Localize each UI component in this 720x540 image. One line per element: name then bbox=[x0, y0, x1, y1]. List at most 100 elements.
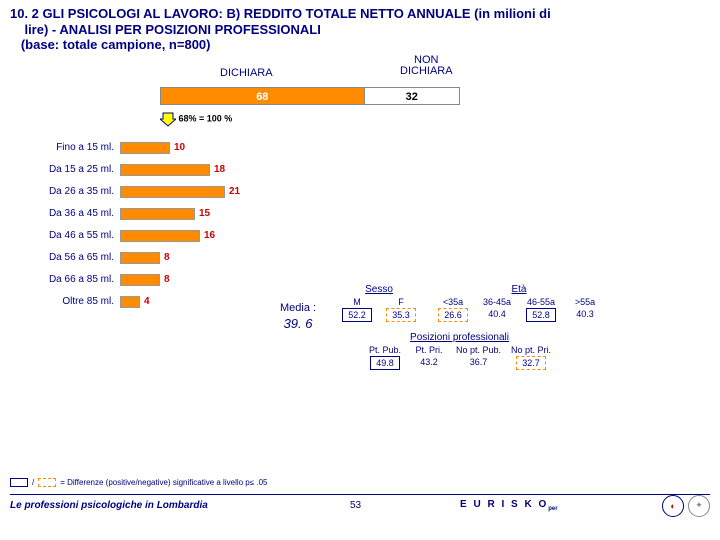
table-col: 46-55a52.8 bbox=[524, 297, 558, 322]
col-header: >55a bbox=[568, 297, 602, 307]
col-header: No pt. Pri. bbox=[511, 345, 551, 355]
table-header: Sesso bbox=[340, 284, 418, 295]
footer: Le professioni psicologiche in Lombardia… bbox=[10, 500, 710, 511]
stacked-label-non-dichiara: NON DICHIARA bbox=[400, 55, 453, 77]
table-col: No pt. Pub.36.7 bbox=[456, 345, 501, 370]
title-l2: lire) - ANALISI PER POSIZIONI PROFESSION… bbox=[24, 22, 320, 37]
stacked-seg-dichiara: 68 bbox=[161, 88, 364, 104]
col-value: 26.6 bbox=[438, 308, 468, 322]
income-bar-chart: Fino a 15 ml. 10 Da 15 a 25 ml. 18 Da 26 a 3… bbox=[10, 137, 260, 313]
bar-label: Oltre 85 ml. bbox=[10, 296, 120, 307]
bar bbox=[120, 142, 170, 154]
footer-rule bbox=[10, 494, 710, 495]
col-header: M bbox=[340, 297, 374, 307]
footer-logos: ◐ ✦ bbox=[662, 495, 710, 517]
col-header: 36-45a bbox=[480, 297, 514, 307]
title-l3: (base: totale campione, n=800) bbox=[21, 37, 211, 52]
col-value: 32.7 bbox=[516, 356, 546, 370]
significance-legend: / = Differenze (positive/negative) signi… bbox=[10, 478, 267, 487]
table-cols: <35a26.6 36-45a40.4 46-55a52.8 >55a40.3 bbox=[436, 297, 602, 322]
col-value: 43.2 bbox=[414, 356, 444, 368]
bar bbox=[120, 296, 140, 308]
bar-row: Fino a 15 ml. 10 bbox=[10, 137, 260, 159]
bar-row: Oltre 85 ml. 4 bbox=[10, 291, 260, 313]
table-col: M52.2 bbox=[340, 297, 374, 322]
bar bbox=[120, 230, 200, 242]
col-value: 36.7 bbox=[464, 356, 494, 368]
bar-label: Da 15 a 25 ml. bbox=[10, 164, 120, 175]
table-header: Posizioni professionali bbox=[368, 332, 551, 343]
bar-value: 18 bbox=[210, 164, 225, 175]
bar bbox=[120, 274, 160, 286]
bar-value: 21 bbox=[225, 186, 240, 197]
table-col: Pt. Pub.49.8 bbox=[368, 345, 402, 370]
bar bbox=[120, 186, 225, 198]
bar-label: Da 26 a 35 ml. bbox=[10, 186, 120, 197]
down-arrow-icon bbox=[160, 111, 176, 127]
bar bbox=[120, 208, 195, 220]
slide-title: 10. 2 GLI PSICOLOGI AL LAVORO: B) REDDIT… bbox=[0, 0, 720, 57]
bar-value: 16 bbox=[200, 230, 215, 241]
table-col: Pt. Pri.43.2 bbox=[412, 345, 446, 370]
stacked-label-dichiara: DICHIARA bbox=[220, 67, 273, 79]
title-l1: 10. 2 GLI PSICOLOGI AL LAVORO: B) REDDIT… bbox=[10, 6, 551, 21]
table-col: 36-45a40.4 bbox=[480, 297, 514, 322]
bar-value: 10 bbox=[170, 142, 185, 153]
bar-value: 4 bbox=[140, 296, 150, 307]
table-eta: Età <35a26.6 36-45a40.4 46-55a52.8 >55a40.3 bbox=[436, 284, 602, 322]
bar bbox=[120, 252, 160, 264]
bar-label: Da 66 a 85 ml. bbox=[10, 274, 120, 285]
media-box: Media : 39. 6 bbox=[280, 302, 316, 331]
bar-label: Fino a 15 ml. bbox=[10, 142, 120, 153]
col-header: 46-55a bbox=[524, 297, 558, 307]
footer-left: Le professioni psicologiche in Lombardia bbox=[10, 500, 208, 511]
bar-value: 15 bbox=[195, 208, 210, 219]
table-header: Età bbox=[436, 284, 602, 295]
bar-row: Da 56 a 65 ml. 8 bbox=[10, 247, 260, 269]
bar-row: Da 66 a 85 ml. 8 bbox=[10, 269, 260, 291]
logo-icon: ◐ bbox=[662, 495, 684, 517]
table-posizioni: Posizioni professionaliPt. Pub.49.8Pt. P… bbox=[368, 332, 551, 370]
page-number: 53 bbox=[350, 500, 361, 511]
bar-row: Da 26 a 35 ml. 21 bbox=[10, 181, 260, 203]
stacked-seg-non-dichiara: 32 bbox=[364, 88, 459, 104]
logo-icon: ✦ bbox=[688, 495, 710, 517]
table-col: >55a40.3 bbox=[568, 297, 602, 322]
footer-brand: E U R I S K Oper bbox=[460, 499, 558, 512]
table-col: F35.3 bbox=[384, 297, 418, 322]
table-cols: Pt. Pub.49.8Pt. Pri.43.2No pt. Pub.36.7N… bbox=[368, 345, 551, 370]
col-value: 49.8 bbox=[370, 356, 400, 370]
bar-value: 8 bbox=[160, 252, 170, 263]
col-value: 52.8 bbox=[526, 308, 556, 322]
col-header: F bbox=[384, 297, 418, 307]
bar-value: 8 bbox=[160, 274, 170, 285]
legend-text: = Differenze (positive/negative) signifi… bbox=[60, 478, 267, 487]
bar-label: Da 36 a 45 ml. bbox=[10, 208, 120, 219]
col-header: Pt. Pub. bbox=[368, 345, 402, 355]
col-header: Pt. Pri. bbox=[412, 345, 446, 355]
stacked-bar: 68 32 bbox=[160, 87, 460, 105]
table-col: No pt. Pri.32.7 bbox=[511, 345, 551, 370]
breakdown-tables: Sesso M52.2 F35.3 Età <35a26.6 36-45a40.4 46-… bbox=[340, 284, 710, 380]
table-cols: M52.2 F35.3 bbox=[340, 297, 418, 322]
col-value: 40.4 bbox=[482, 308, 512, 320]
bar bbox=[120, 164, 210, 176]
col-header: <35a bbox=[436, 297, 470, 307]
table-sesso: Sesso M52.2 F35.3 bbox=[340, 284, 418, 322]
col-value: 40.3 bbox=[570, 308, 600, 320]
col-value: 52.2 bbox=[342, 308, 372, 322]
bar-label: Da 46 a 55 ml. bbox=[10, 230, 120, 241]
bar-label: Da 56 a 65 ml. bbox=[10, 252, 120, 263]
legend-box-solid bbox=[10, 478, 28, 487]
col-header: No pt. Pub. bbox=[456, 345, 501, 355]
bar-row: Da 36 a 45 ml. 15 bbox=[10, 203, 260, 225]
media-label: Media : bbox=[280, 302, 316, 314]
col-value: 35.3 bbox=[386, 308, 416, 322]
table-col: <35a26.6 bbox=[436, 297, 470, 322]
stacked-bar-chart: DICHIARA NON DICHIARA 68 32 bbox=[160, 67, 480, 105]
arrow-note: 68% = 100 % bbox=[160, 111, 720, 127]
bar-row: Da 15 a 25 ml. 18 bbox=[10, 159, 260, 181]
bar-row: Da 46 a 55 ml. 16 bbox=[10, 225, 260, 247]
legend-box-dashed bbox=[38, 478, 56, 487]
media-value: 39. 6 bbox=[280, 316, 316, 331]
